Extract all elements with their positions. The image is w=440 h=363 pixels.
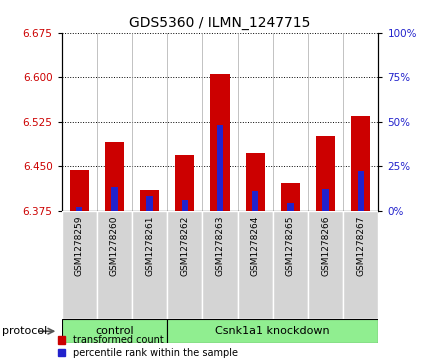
Bar (70, 170, 89, 211)
Bar (308, 211, 343, 319)
Bar (252, 191, 258, 211)
Bar (287, 203, 293, 211)
Text: control: control (95, 326, 134, 336)
Legend: transformed count, percentile rank within the sample: transformed count, percentile rank withi… (58, 335, 238, 358)
Bar (76, 207, 82, 211)
Bar (105, 142, 124, 211)
Bar (140, 190, 159, 211)
Bar (202, 211, 238, 319)
Text: Csnk1a1 knockdown: Csnk1a1 knockdown (216, 326, 330, 336)
Text: GSM1278265: GSM1278265 (286, 216, 295, 277)
Bar (182, 200, 188, 211)
Bar (97, 211, 132, 319)
Text: GSM1278264: GSM1278264 (251, 216, 260, 276)
Text: GSM1278263: GSM1278263 (216, 216, 224, 277)
Bar (343, 211, 378, 319)
Bar (351, 116, 370, 211)
Bar (217, 125, 223, 211)
Bar (281, 183, 300, 211)
Bar (167, 319, 378, 343)
Bar (316, 136, 335, 211)
Bar (147, 196, 153, 211)
Bar (238, 211, 273, 319)
Bar (210, 74, 230, 211)
Bar (175, 155, 194, 211)
Text: GSM1278261: GSM1278261 (145, 216, 154, 277)
Bar (246, 153, 265, 211)
Text: protocol: protocol (2, 326, 48, 336)
Bar (132, 211, 167, 319)
Bar (62, 319, 167, 343)
Text: GSM1278262: GSM1278262 (180, 216, 189, 276)
Bar (111, 187, 117, 211)
Bar (358, 171, 364, 211)
Text: GSM1278259: GSM1278259 (75, 216, 84, 277)
Text: GSM1278267: GSM1278267 (356, 216, 365, 277)
Text: GSM1278266: GSM1278266 (321, 216, 330, 277)
Text: GSM1278260: GSM1278260 (110, 216, 119, 277)
Bar (323, 189, 329, 211)
Title: GDS5360 / ILMN_1247715: GDS5360 / ILMN_1247715 (129, 16, 311, 30)
Bar (167, 211, 202, 319)
Bar (62, 211, 97, 319)
Bar (273, 211, 308, 319)
